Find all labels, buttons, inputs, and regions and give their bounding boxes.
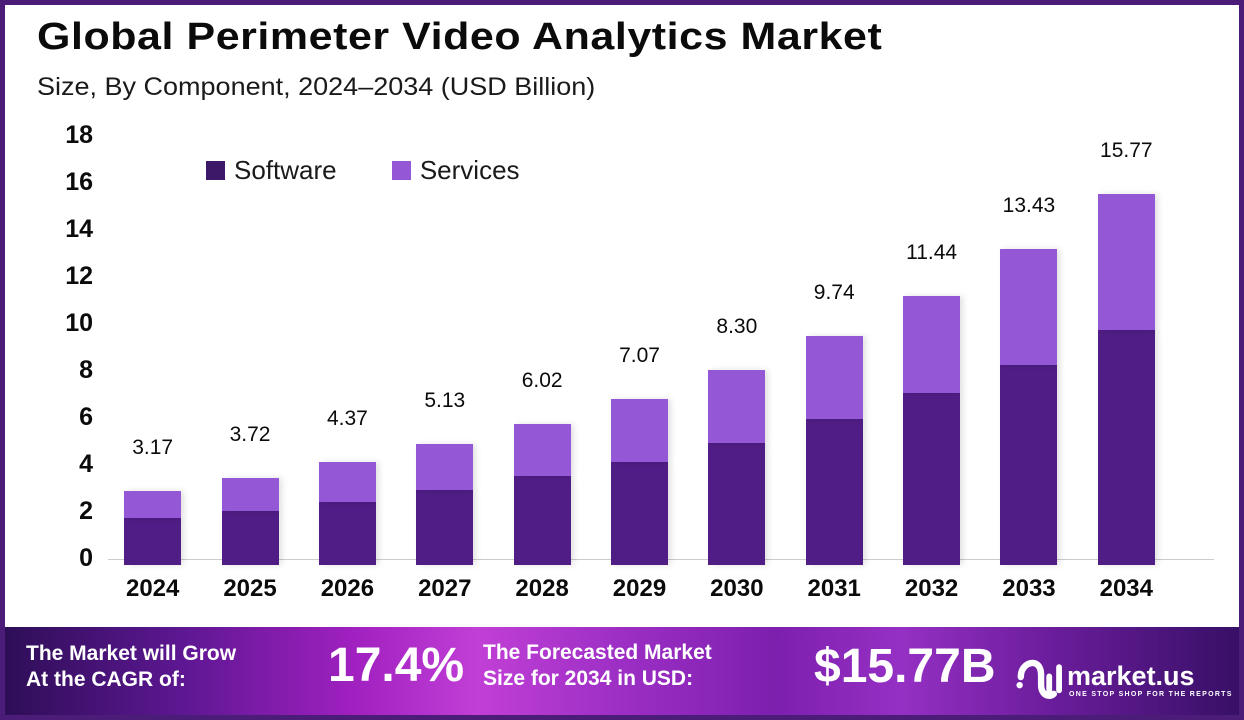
svg-text:market.us: market.us [1067,661,1195,691]
svg-text:ONE STOP SHOP FOR THE REPORTS: ONE STOP SHOP FOR THE REPORTS [1069,691,1233,698]
